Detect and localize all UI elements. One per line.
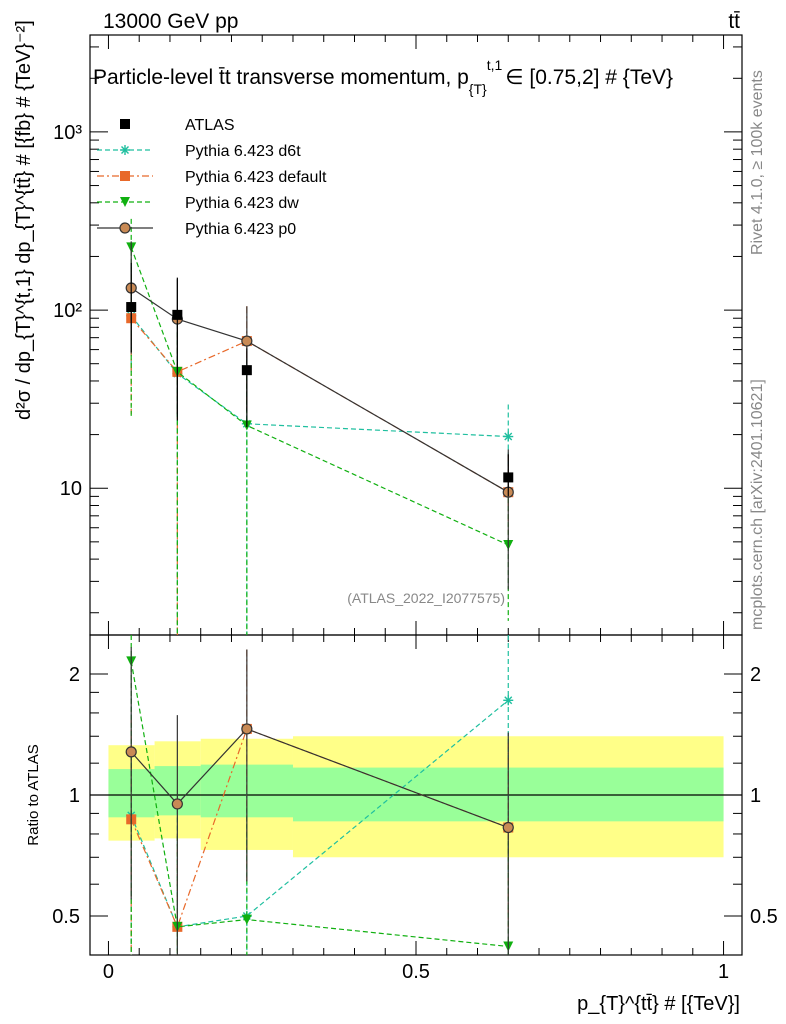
legend: ATLAS Pythia 6.423 d6t Pythia 6.423 defaul…: [97, 117, 327, 238]
line-d6t: [130, 699, 509, 928]
ratio-y-tick-label: 1: [69, 785, 80, 807]
point-d6t-stroke: [504, 432, 513, 441]
x-tick-label: 0.5: [402, 961, 430, 983]
line-p0: [130, 287, 509, 493]
legend-marker-d6t-stroke: [121, 146, 129, 154]
series-d6t: [126, 263, 514, 635]
line-p0: [130, 728, 509, 829]
point-d6t: [503, 695, 514, 706]
legend-label-dw: Pythia 6.423 dw: [185, 195, 299, 212]
main-y-tick-label: 10³: [53, 122, 82, 144]
legend-marker-atlas: [120, 119, 130, 129]
point-p0: [171, 798, 183, 810]
mcplots-label: mcplots.cern.ch [arXiv:2401.10621]: [749, 379, 766, 630]
legend-label-d6t: Pythia 6.423 d6t: [185, 143, 301, 160]
legend-marker-p0: [119, 222, 131, 234]
ratio-axes: 0.5 0.5 1 1 2 2 0 0.5 1: [52, 635, 778, 983]
main-y-tick-label: 10: [60, 478, 82, 500]
ratio-y-tick-label: 2: [69, 664, 80, 686]
rivet-version-label: Rivet 4.1.0, ≥ 100k events: [749, 70, 766, 255]
line-default: [130, 317, 509, 493]
line-dw: [130, 661, 509, 948]
point-p0: [502, 821, 514, 834]
ratio-y-tick-label-right: 2: [750, 664, 761, 686]
point-dw: [241, 914, 252, 925]
ratio-y-tick-label: 0.5: [52, 906, 80, 928]
series-p0: [125, 647, 514, 955]
ratio-uncertainty-bands: [108, 736, 724, 858]
plot-title: Particle-level t̄t transverse momentum, …: [93, 57, 673, 97]
point-p0: [125, 746, 137, 758]
legend-marker-dw: [120, 197, 130, 207]
ratio-series: [125, 635, 514, 955]
legend-label-p0: Pythia 6.423 p0: [185, 221, 296, 238]
legend-marker-d6t: [120, 145, 130, 155]
main-y-axis-label: d²σ / dp_{T}^{t,1} dp_{T}^{tt̄} # [{fb} …: [13, 20, 35, 420]
legend-label-default: Pythia 6.423 default: [185, 169, 327, 186]
point-d6t-stroke: [504, 696, 513, 705]
point-atlas: [126, 302, 137, 313]
main-series: [125, 218, 514, 635]
point-p0: [241, 335, 253, 347]
main-y-tick-label: 10²: [53, 300, 82, 322]
header-energy-label: 13000 GeV pp: [103, 10, 238, 33]
point-atlas: [503, 472, 514, 483]
x-tick-label: 1: [718, 961, 729, 983]
legend-label-atlas: ATLAS: [185, 117, 235, 134]
point-d6t: [503, 431, 514, 442]
x-axis-label: p_{T}^{tt̄} # [{TeV}]: [577, 993, 740, 1015]
ratio-y-tick-label-right: 0.5: [750, 906, 778, 928]
x-tick-label: 0: [103, 961, 114, 983]
point-atlas: [172, 309, 183, 320]
legend-marker-default: [120, 171, 130, 181]
series-p0: [125, 241, 514, 590]
point-p0: [241, 723, 253, 735]
ratio-y-tick-label-right: 1: [750, 785, 761, 807]
main-axes: 10 10² 10³: [53, 35, 742, 635]
line-d6t: [130, 315, 509, 438]
line-dw: [130, 247, 509, 546]
series-atlas: [126, 262, 514, 497]
point-atlas: [241, 365, 252, 376]
series-default: [126, 273, 514, 635]
header-process-label: tt̄: [728, 10, 740, 33]
analysis-watermark: (ATLAS_2022_I2077575): [347, 590, 505, 606]
ratio-y-axis-label: Ratio to ATLAS: [25, 744, 42, 845]
